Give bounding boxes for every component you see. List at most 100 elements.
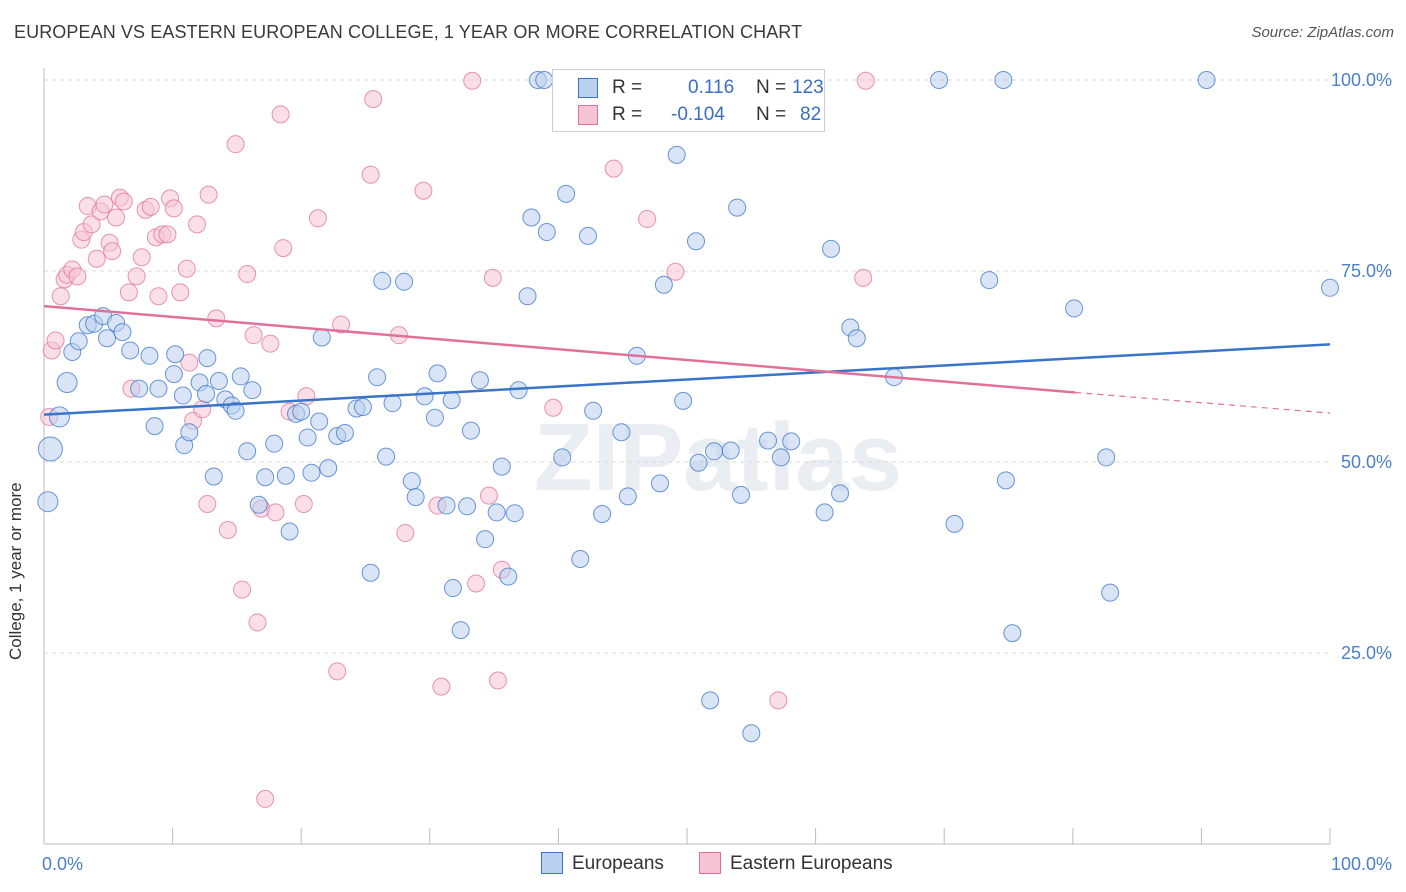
point-european (121, 341, 140, 360)
point-european (522, 208, 541, 227)
y-tick-labels: 25.0% 50.0% 75.0% 100.0% (1331, 70, 1392, 663)
y-tick-label: 100.0% (1331, 70, 1392, 90)
y-tick-label: 75.0% (1341, 261, 1392, 281)
point-european (654, 275, 673, 294)
point-european (256, 468, 275, 487)
point-european (1101, 583, 1120, 602)
point-european (276, 466, 295, 485)
point-european (557, 184, 576, 203)
point-eastern-european (114, 192, 133, 211)
point-european (395, 272, 414, 291)
point-european (209, 372, 228, 391)
point-european (458, 497, 477, 516)
point-european (180, 423, 199, 442)
point-eastern-european (95, 195, 114, 214)
point-eastern-european (119, 283, 138, 302)
point-eastern-european (544, 398, 563, 417)
point-european (415, 387, 434, 406)
point-eastern-european (463, 71, 482, 90)
point-european (145, 417, 164, 436)
point-eastern-european (604, 159, 623, 178)
point-european (537, 223, 556, 242)
point-european (373, 271, 392, 290)
point-eastern-european (854, 268, 873, 287)
legend-r-label: R = (612, 77, 643, 98)
point-european (48, 406, 70, 428)
point-eastern-european (271, 105, 290, 124)
point-eastern-european (638, 210, 657, 229)
point-european (149, 379, 168, 398)
point-european (335, 423, 354, 442)
point-european (815, 503, 834, 522)
point-european (721, 441, 740, 460)
point-eastern-european (218, 520, 237, 539)
point-european (56, 372, 78, 394)
point-european (571, 550, 590, 569)
point-european (470, 371, 489, 390)
point-european (140, 346, 159, 365)
point-european (487, 503, 506, 522)
point-eastern-european (127, 267, 146, 286)
point-european (98, 329, 117, 348)
point-european (361, 563, 380, 582)
point-european (238, 442, 257, 461)
point-eastern-european (856, 71, 875, 90)
point-european (1003, 624, 1022, 643)
point-european (492, 457, 511, 476)
point-european (584, 401, 603, 420)
point-european (759, 431, 778, 450)
point-european (505, 504, 524, 523)
legend-r-value: -0.104 (671, 104, 725, 125)
series-europeans (37, 71, 1339, 743)
point-european (204, 467, 223, 486)
x-tick-labels: 0.0% 100.0% (42, 854, 1392, 874)
point-european (164, 365, 183, 384)
point-eastern-european (149, 287, 168, 306)
point-european (593, 504, 612, 523)
point-european (37, 436, 63, 462)
point-european (231, 367, 250, 386)
point-european (945, 514, 964, 533)
point-eastern-european (467, 574, 486, 593)
point-european (280, 522, 299, 541)
point-eastern-european (233, 580, 252, 599)
correlation-legend: R = 0.116 N = 123 R = -0.104 N = 82 (552, 69, 825, 132)
bottom-legend-swatch-blue (541, 852, 563, 874)
point-european (173, 386, 192, 405)
point-european (732, 485, 751, 504)
point-eastern-european (226, 135, 245, 154)
point-european (499, 567, 518, 586)
grid-lines (44, 79, 1330, 654)
point-european (1097, 448, 1116, 467)
point-european (113, 323, 132, 342)
bottom-legend-europeans: Europeans (541, 852, 681, 876)
point-european (243, 381, 262, 400)
point-eastern-european (479, 486, 498, 505)
point-eastern-european (198, 495, 217, 514)
x-tick-label-end: 100.0% (1331, 854, 1392, 874)
point-eastern-european (238, 265, 257, 284)
trend-line-eastern-europeans (43, 304, 1076, 394)
point-european (1197, 71, 1216, 89)
point-european (298, 428, 317, 447)
point-european (443, 579, 462, 598)
point-eastern-european (297, 387, 316, 406)
point-eastern-european (256, 789, 275, 808)
point-european (461, 421, 480, 440)
point-european (612, 423, 631, 442)
point-european (451, 621, 470, 640)
x-tick-label-start: 0.0% (42, 854, 83, 874)
legend-n-label: N = (756, 104, 787, 125)
point-european (553, 448, 572, 467)
legend-r-label: R = (612, 104, 643, 125)
point-eastern-european (244, 326, 263, 345)
point-eastern-european (396, 524, 415, 543)
point-european (618, 487, 637, 506)
point-european (518, 287, 537, 306)
point-european (996, 471, 1015, 490)
point-eastern-european (193, 400, 212, 419)
point-eastern-european (103, 242, 122, 261)
point-european (667, 145, 686, 164)
point-eastern-european (51, 287, 70, 306)
